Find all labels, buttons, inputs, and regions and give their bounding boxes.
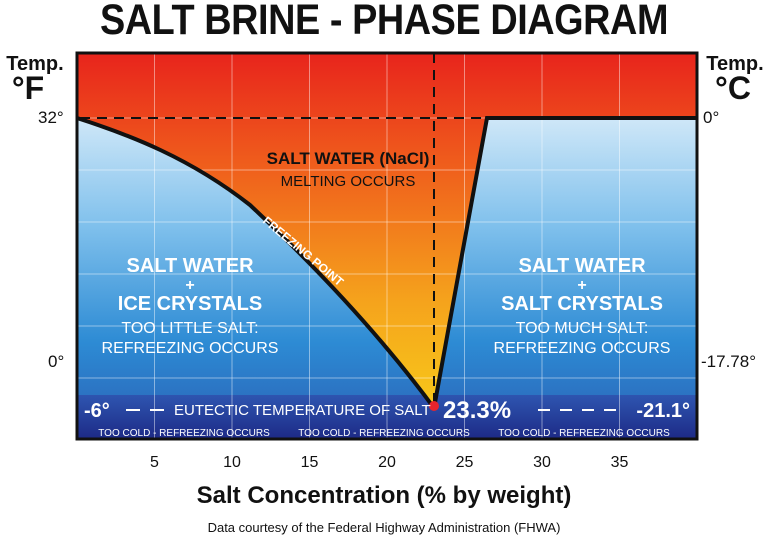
x-tick-35: 35: [611, 454, 629, 471]
liquid-subtitle: MELTING OCCURS: [281, 173, 416, 190]
source-credit: Data courtesy of the Federal Highway Adm…: [207, 520, 561, 535]
left-axis-unit: °F: [11, 70, 45, 106]
eutectic-temp-c: -21.1°: [636, 400, 690, 422]
ice-region-note1: TOO LITTLE SALT:: [121, 320, 258, 337]
x-tick-5: 5: [150, 454, 159, 471]
too-cold-band: [77, 395, 697, 439]
salt-region-note1: TOO MUCH SALT:: [516, 320, 649, 337]
salt-region-line2: SALT CRYSTALS: [501, 293, 663, 315]
left-tick-0: 0°: [48, 352, 65, 371]
salt-region-line1: SALT WATER: [518, 255, 646, 277]
ice-region-line1: SALT WATER: [126, 255, 254, 277]
too-cold-note-middle: TOO COLD - REFREEZING OCCURS: [298, 428, 470, 439]
eutectic-temp-f: -6°: [84, 400, 110, 422]
ice-region-line2: ICE CRYSTALS: [118, 293, 262, 315]
x-tick-20: 20: [378, 454, 396, 471]
right-tick-neg17: -17.78°: [701, 352, 757, 371]
x-axis-label: Salt Concentration (% by weight): [196, 482, 572, 509]
x-tick-10: 10: [223, 454, 241, 471]
too-cold-note-left: TOO COLD - REFREEZING OCCURS: [98, 428, 270, 439]
right-axis-unit: °C: [715, 70, 751, 106]
right-axis-label: Temp.: [706, 53, 764, 75]
x-tick-15: 15: [301, 454, 319, 471]
left-axis-label: Temp.: [6, 53, 64, 75]
page-title: SALT BRINE - PHASE DIAGRAM: [99, 0, 669, 44]
left-tick-32: 32°: [38, 108, 64, 127]
freezing-point-curve: [76, 116, 436, 410]
right-tick-0: 0°: [703, 108, 720, 127]
liquid-title: SALT WATER (NaCl): [267, 149, 430, 168]
eutectic-point: [429, 401, 439, 411]
salt-saturation-curve: [432, 116, 697, 409]
ice-region-plus: +: [185, 277, 194, 294]
salt-region-note2: REFREEZING OCCURS: [494, 340, 671, 357]
liquid-region: [77, 53, 697, 408]
x-tick-25: 25: [456, 454, 474, 471]
ice-region-note2: REFREEZING OCCURS: [102, 340, 279, 357]
salt-region-plus: +: [577, 277, 586, 294]
too-cold-note-right: TOO COLD - REFREEZING OCCURS: [498, 428, 670, 439]
x-tick-30: 30: [533, 454, 551, 471]
plot-frame: [75, 51, 699, 441]
eutectic-label: EUTECTIC TEMPERATURE OF SALT: [174, 402, 431, 419]
eutectic-concentration: 23.3%: [443, 397, 511, 424]
